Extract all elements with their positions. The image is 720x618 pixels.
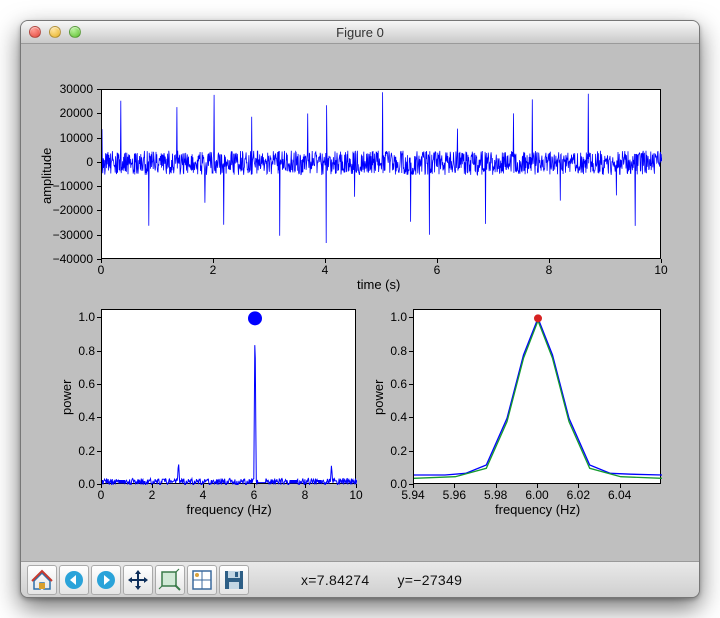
forward-icon <box>94 568 118 592</box>
ylabel-power-1: power <box>59 379 74 414</box>
xtick: 5.98 <box>484 488 507 502</box>
home-icon <box>30 568 54 592</box>
save-button[interactable] <box>219 565 249 595</box>
xlabel-frequency-1: frequency (Hz) <box>187 502 272 517</box>
xtick: 6.04 <box>608 488 631 502</box>
xtick: 6.00 <box>525 488 548 502</box>
pan-button[interactable] <box>123 565 153 595</box>
plot-amplitude[interactable] <box>101 89 661 259</box>
xtick: 6.02 <box>567 488 590 502</box>
ytick: 0.6 <box>390 377 407 391</box>
status-y: y=−27349 <box>397 572 462 588</box>
figure-canvas[interactable]: −40000−30000−20000−100000100002000030000… <box>21 44 699 561</box>
ytick: 0.4 <box>390 410 407 424</box>
xtick: 8 <box>302 488 309 502</box>
titlebar[interactable]: Figure 0 <box>21 21 699 44</box>
ylabel-amplitude: amplitude <box>39 148 54 204</box>
save-icon <box>222 568 246 592</box>
close-icon[interactable] <box>29 26 41 38</box>
ytick: 10000 <box>43 131 93 145</box>
status-x: x=7.84274 <box>301 572 369 588</box>
xtick: 2 <box>149 488 156 502</box>
xlabel-time: time (s) <box>357 277 400 292</box>
ytick: 0.0 <box>78 477 95 491</box>
minimize-icon[interactable] <box>49 26 61 38</box>
xtick: 4 <box>322 263 329 277</box>
subplots-button[interactable] <box>187 565 217 595</box>
subplots-icon <box>190 568 214 592</box>
back-button[interactable] <box>59 565 89 595</box>
ytick: 20000 <box>43 106 93 120</box>
xtick: 5.94 <box>401 488 424 502</box>
xtick: 2 <box>210 263 217 277</box>
zoom-window-icon[interactable] <box>69 26 81 38</box>
back-icon <box>62 568 86 592</box>
ytick: 0.8 <box>390 344 407 358</box>
xtick: 5.96 <box>443 488 466 502</box>
pan-icon <box>126 568 150 592</box>
ytick: 1.0 <box>78 310 95 324</box>
xlabel-frequency-2: frequency (Hz) <box>495 502 580 517</box>
ytick: 0.8 <box>78 344 95 358</box>
ytick: 30000 <box>43 82 93 96</box>
xtick: 0 <box>98 263 105 277</box>
ylabel-power-2: power <box>371 379 386 414</box>
home-button[interactable] <box>27 565 57 595</box>
forward-button[interactable] <box>91 565 121 595</box>
toolbar: x=7.84274 y=−27349 <box>21 561 699 597</box>
zoom-icon <box>158 568 182 592</box>
ytick: 0.2 <box>78 444 95 458</box>
xtick: 6 <box>251 488 258 502</box>
ytick: −20000 <box>43 203 93 217</box>
xtick: 4 <box>200 488 207 502</box>
traffic-lights <box>21 26 81 38</box>
xtick: 10 <box>349 488 362 502</box>
xtick: 0 <box>98 488 105 502</box>
window-title: Figure 0 <box>21 25 699 40</box>
xtick: 8 <box>546 263 553 277</box>
figure-window: Figure 0 −40000−30000−20000−100000100002… <box>20 20 700 598</box>
ytick: −30000 <box>43 228 93 242</box>
cursor-coords: x=7.84274 y=−27349 <box>301 572 462 588</box>
ytick: −40000 <box>43 252 93 266</box>
ytick: 0.6 <box>78 377 95 391</box>
xtick: 6 <box>434 263 441 277</box>
plot-power-zoom[interactable] <box>413 309 661 484</box>
ytick: 0.2 <box>390 444 407 458</box>
zoom-button[interactable] <box>155 565 185 595</box>
xtick: 10 <box>654 263 667 277</box>
ytick: 1.0 <box>390 310 407 324</box>
plot-power-full[interactable] <box>101 309 356 484</box>
ytick: 0.4 <box>78 410 95 424</box>
